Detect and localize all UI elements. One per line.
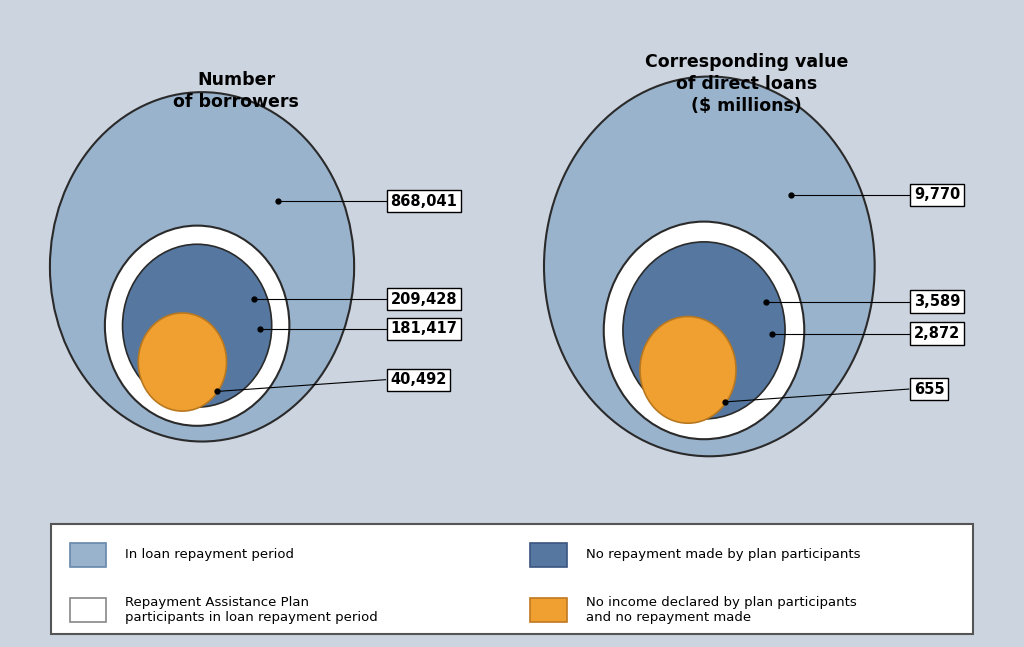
Ellipse shape — [640, 316, 736, 423]
Text: Corresponding value
of direct loans
($ millions): Corresponding value of direct loans ($ m… — [645, 53, 848, 115]
FancyBboxPatch shape — [70, 543, 106, 567]
Text: 40,492: 40,492 — [390, 372, 446, 387]
Text: No income declared by plan participants
and no repayment made: No income declared by plan participants … — [586, 596, 856, 624]
Text: Repayment Assistance Plan
participants in loan repayment period: Repayment Assistance Plan participants i… — [125, 596, 378, 624]
Text: No repayment made by plan participants: No repayment made by plan participants — [586, 549, 860, 562]
Ellipse shape — [604, 222, 804, 439]
Text: 181,417: 181,417 — [390, 321, 458, 336]
FancyBboxPatch shape — [70, 598, 106, 622]
Ellipse shape — [123, 245, 271, 407]
Ellipse shape — [50, 92, 354, 441]
Text: In loan repayment period: In loan repayment period — [125, 549, 294, 562]
FancyBboxPatch shape — [51, 524, 973, 634]
Ellipse shape — [623, 242, 785, 419]
Text: 3,589: 3,589 — [914, 294, 961, 309]
Text: 209,428: 209,428 — [390, 292, 457, 307]
Text: 868,041: 868,041 — [390, 193, 458, 208]
Text: 2,872: 2,872 — [914, 326, 961, 341]
Ellipse shape — [138, 313, 226, 411]
FancyBboxPatch shape — [530, 543, 567, 567]
Text: 9,770: 9,770 — [914, 188, 961, 203]
Ellipse shape — [544, 76, 874, 456]
Text: 655: 655 — [914, 382, 945, 397]
Text: Number
of borrowers: Number of borrowers — [173, 71, 299, 111]
Ellipse shape — [104, 226, 290, 426]
FancyBboxPatch shape — [530, 598, 567, 622]
